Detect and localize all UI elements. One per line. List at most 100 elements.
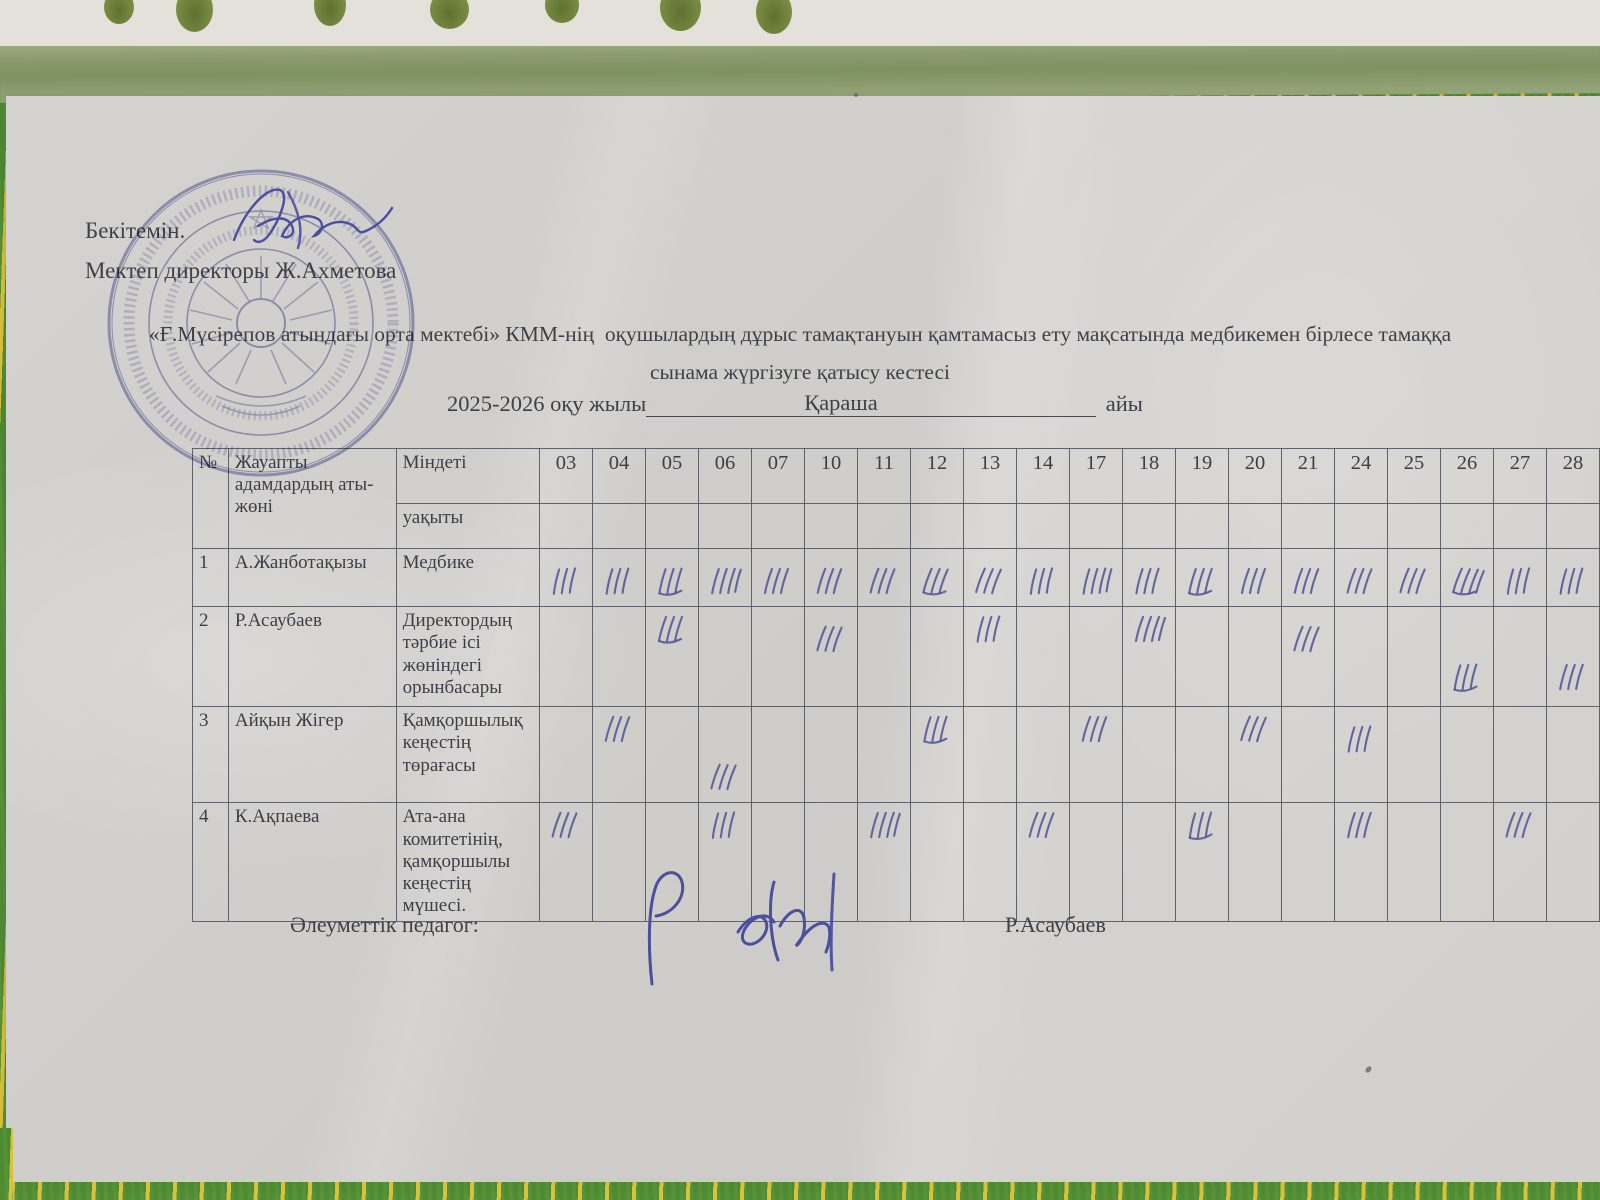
attendance-cell bbox=[1174, 606, 1229, 708]
col-header-duty: Міндеті bbox=[395, 448, 540, 504]
attendance-cell bbox=[1068, 706, 1123, 804]
attendance-cell bbox=[962, 606, 1017, 708]
empty-header-cell bbox=[1439, 503, 1494, 549]
attendance-cell bbox=[1439, 547, 1494, 608]
tally-mark bbox=[657, 616, 684, 644]
attendance-cell bbox=[1015, 802, 1070, 922]
attendance-cell bbox=[1439, 606, 1494, 708]
tally-mark bbox=[551, 812, 578, 839]
footer-role-label: Әлеуметтік педагог: bbox=[290, 912, 479, 937]
blank-underline bbox=[646, 390, 799, 417]
attendance-cell bbox=[1227, 547, 1282, 608]
attendance-cell bbox=[591, 606, 646, 708]
empty-header-cell bbox=[697, 503, 752, 549]
tally-mark bbox=[816, 625, 843, 653]
person-duty: Медбике bbox=[395, 547, 540, 608]
tally-mark bbox=[710, 763, 737, 791]
school-stamp-icon bbox=[107, 169, 415, 477]
attendance-cell bbox=[1068, 802, 1123, 922]
attendance-cell bbox=[538, 802, 593, 922]
attendance-cell bbox=[1280, 706, 1335, 804]
attendance-cell bbox=[591, 547, 646, 608]
footer-name: Р.Асаубаев bbox=[1005, 912, 1106, 937]
col-header-date: 21 bbox=[1280, 448, 1335, 504]
tally-mark bbox=[1081, 716, 1108, 743]
col-header-date: 19 bbox=[1174, 448, 1229, 504]
attendance-cell bbox=[750, 606, 805, 708]
empty-header-cell bbox=[962, 503, 1017, 549]
tally-mark bbox=[763, 567, 790, 595]
table-row: 1 А.Жанботақызы Медбике bbox=[192, 547, 1600, 608]
col-header-date: 24 bbox=[1333, 448, 1388, 504]
person-duty: Директордың тәрбие ісі жөніндегі орынбас… bbox=[395, 606, 540, 708]
table-row: 2 Р.Асаубаев Директордың тәрбие ісі жөні… bbox=[192, 606, 1600, 708]
person-duty: Қамқоршылық кеңестің төрағасы bbox=[395, 706, 540, 804]
tally-mark bbox=[552, 567, 577, 595]
pedagog-signature bbox=[647, 871, 836, 986]
tally-mark bbox=[1188, 811, 1213, 841]
attendance-cell bbox=[1280, 606, 1335, 708]
attendance-cell bbox=[1386, 706, 1441, 804]
empty-header-cell bbox=[1333, 503, 1388, 549]
attendance-cell bbox=[1227, 606, 1282, 708]
attendance-cell bbox=[856, 802, 911, 922]
attendance-cell bbox=[962, 802, 1017, 922]
tally-mark bbox=[604, 716, 631, 743]
col-header-date: 26 bbox=[1439, 448, 1494, 504]
person-name: Айқын Жігер bbox=[227, 706, 397, 804]
tally-mark bbox=[975, 567, 1002, 595]
empty-header-cell bbox=[1545, 503, 1600, 549]
tally-mark bbox=[1399, 567, 1426, 595]
attendance-cell bbox=[909, 547, 964, 608]
attendance-cell bbox=[1545, 802, 1600, 922]
col-header-date: 07 bbox=[750, 448, 805, 504]
attendance-cell bbox=[750, 547, 805, 608]
col-header-date: 14 bbox=[1015, 448, 1070, 504]
attendance-cell bbox=[1545, 606, 1600, 708]
tally-mark bbox=[869, 567, 896, 595]
attendance-cell bbox=[644, 547, 699, 608]
tally-mark bbox=[1505, 812, 1532, 839]
person-name: А.Жанботақызы bbox=[227, 547, 397, 608]
attendance-cell bbox=[1015, 606, 1070, 708]
table-header-row: № Жауапты адамдардың аты-жөні Міндеті 03 0… bbox=[192, 448, 1600, 549]
tally-mark bbox=[1135, 567, 1160, 595]
col-header-date: 10 bbox=[803, 448, 858, 504]
attendance-cell bbox=[644, 606, 699, 708]
attendance-cell bbox=[1280, 547, 1335, 608]
plastic-sleeve-edge bbox=[0, 0, 1600, 46]
attendance-cell bbox=[1174, 802, 1229, 922]
attendance-cell bbox=[856, 606, 911, 708]
empty-header-cell bbox=[1174, 503, 1229, 549]
attendance-cell bbox=[1333, 606, 1388, 708]
attendance-cell bbox=[644, 706, 699, 804]
tally-mark bbox=[1029, 567, 1054, 595]
punch-hole bbox=[756, 0, 792, 34]
attendance-cell bbox=[1492, 547, 1547, 608]
attendance-cell bbox=[1386, 547, 1441, 608]
attendance-cell bbox=[1121, 547, 1176, 608]
col-header-date: 18 bbox=[1121, 448, 1176, 504]
person-name: Р.Асаубаев bbox=[227, 606, 397, 708]
empty-header-cell bbox=[803, 503, 858, 549]
empty-header-cell bbox=[1492, 503, 1547, 549]
attendance-cell bbox=[1015, 706, 1070, 804]
month-suffix: айы bbox=[1105, 391, 1143, 416]
punch-hole bbox=[545, 0, 579, 23]
table-header-subrow: уақыты bbox=[193, 503, 1600, 549]
col-header-date: 17 bbox=[1068, 448, 1123, 504]
col-header-date: 13 bbox=[962, 448, 1017, 504]
col-header-date: 27 bbox=[1492, 448, 1547, 504]
school-year-line: 2025-2026 оқу жылы Қараша айы bbox=[447, 390, 1143, 417]
tally-mark bbox=[1028, 812, 1055, 839]
tally-mark bbox=[605, 567, 630, 595]
attendance-cell bbox=[750, 802, 805, 922]
attendance-cell bbox=[1439, 706, 1494, 804]
tally-mark bbox=[1559, 567, 1584, 595]
tally-mark bbox=[1188, 567, 1213, 596]
attendance-cell bbox=[538, 606, 593, 708]
person-duty: Ата-ана комитетінің, қамқоршылы кеңестің… bbox=[395, 802, 540, 922]
row-num: 2 bbox=[192, 606, 229, 708]
attendance-cell bbox=[1121, 802, 1176, 922]
